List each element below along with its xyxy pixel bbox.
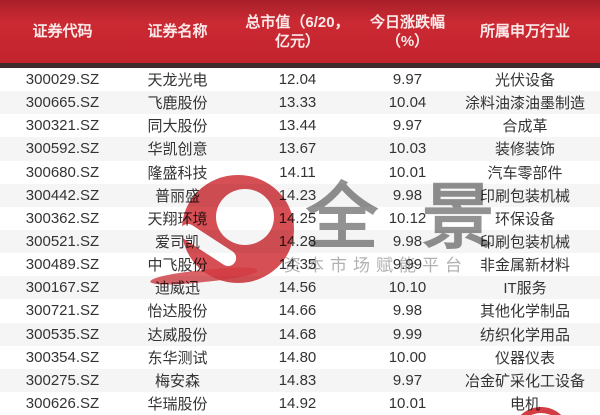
table-row: 300489.SZ 中飞股份 14.35 9.99 非金属新材料 bbox=[0, 253, 600, 277]
cell-name: 飞鹿股份 bbox=[147, 95, 208, 113]
table-row: 300535.SZ 达威股份 14.68 9.99 纺织化学用品 bbox=[0, 322, 600, 346]
table-row: 300521.SZ 爱司凯 14.28 9.98 印刷包装机械 bbox=[0, 229, 600, 254]
table-row: 300362.SZ 天翔环境 14.25 10.12 环保设备 bbox=[0, 206, 600, 230]
cell-market_cap: 14.35 bbox=[278, 256, 317, 274]
cell-code: 300321.SZ bbox=[25, 117, 100, 135]
header-row: 证券代码 证券名称 总市值（6/20， 亿元） 今日涨跌幅 （%） 所属申万行业 bbox=[0, 0, 600, 63]
cell-change_pct: 9.98 bbox=[392, 186, 423, 204]
cell-change_pct: 9.97 bbox=[392, 117, 423, 135]
cell-code: 300362.SZ bbox=[25, 209, 100, 227]
cell-code: 300521.SZ bbox=[25, 233, 100, 251]
cell-change_pct: 9.98 bbox=[392, 302, 423, 320]
table-row: 300680.SZ 隆盛科技 14.11 10.01 汽车零部件 bbox=[0, 160, 600, 184]
table-row: 300275.SZ 梅安森 14.83 9.97 冶金矿采化工设备 bbox=[0, 368, 600, 392]
cell-code: 300167.SZ bbox=[25, 279, 100, 297]
cell-name: 普丽盛 bbox=[154, 187, 200, 205]
cell-code: 300626.SZ bbox=[25, 395, 100, 413]
cell-change_pct: 9.99 bbox=[392, 256, 423, 274]
cell-name: 天翔环境 bbox=[147, 210, 208, 228]
cell-name: 达威股份 bbox=[147, 326, 208, 344]
table-body: 300029.SZ 天龙光电 12.04 9.97 光伏设备 300665.SZ 飞鹿股份 1… bbox=[0, 68, 600, 415]
cell-code: 300721.SZ bbox=[25, 302, 100, 320]
cell-name: 华凯创意 bbox=[147, 141, 208, 159]
cell-industry: 纺织化学用品 bbox=[479, 326, 570, 344]
cell-market_cap: 14.28 bbox=[278, 233, 317, 251]
header-divider bbox=[0, 63, 600, 68]
table-row: 300354.SZ 东华测试 14.80 10.00 仪器仪表 bbox=[0, 345, 600, 369]
cell-market_cap: 13.67 bbox=[278, 140, 317, 158]
cell-industry: 电机 bbox=[509, 396, 540, 414]
cell-industry: 合成革 bbox=[502, 118, 548, 136]
header-cell-code: 证券代码 bbox=[32, 23, 93, 40]
cell-name: 中飞股份 bbox=[147, 257, 208, 275]
cell-name: 天龙光电 bbox=[147, 72, 208, 90]
cell-industry: 印刷包装机械 bbox=[479, 187, 570, 205]
cell-market_cap: 13.33 bbox=[278, 94, 317, 112]
cell-change_pct: 10.04 bbox=[388, 94, 427, 112]
cell-market_cap: 13.44 bbox=[278, 117, 317, 135]
cell-change_pct: 10.01 bbox=[388, 395, 427, 413]
cell-market_cap: 14.23 bbox=[278, 186, 317, 204]
cell-industry: 汽车零部件 bbox=[487, 164, 563, 182]
table-row: 300167.SZ 迪威迅 14.56 10.10 IT服务 bbox=[0, 276, 600, 300]
cell-industry: 涂料油漆油墨制造 bbox=[464, 95, 585, 113]
table-row: 300626.SZ 华瑞股份 14.92 10.01 电机 bbox=[0, 391, 600, 415]
table-row: 300442.SZ 普丽盛 14.23 9.98 印刷包装机械 bbox=[0, 183, 600, 207]
cell-change_pct: 9.97 bbox=[392, 371, 423, 389]
cell-name: 迪威迅 bbox=[154, 280, 200, 298]
cell-market_cap: 14.66 bbox=[278, 302, 317, 320]
cell-code: 300680.SZ bbox=[25, 163, 100, 181]
cell-market_cap: 12.04 bbox=[278, 71, 317, 89]
cell-market_cap: 14.83 bbox=[278, 371, 317, 389]
cell-name: 华瑞股份 bbox=[147, 396, 208, 414]
cell-code: 300489.SZ bbox=[25, 256, 100, 274]
header-cell-name: 证券名称 bbox=[147, 23, 208, 40]
header-cell-change_pct: 今日涨跌幅 （%） bbox=[369, 13, 445, 50]
cell-code: 300354.SZ bbox=[25, 348, 100, 366]
header-cell-industry: 所属申万行业 bbox=[479, 23, 570, 40]
cell-change_pct: 10.10 bbox=[388, 279, 427, 297]
cell-change_pct: 10.12 bbox=[388, 209, 427, 227]
cell-name: 东华测试 bbox=[147, 349, 208, 367]
cell-market_cap: 14.25 bbox=[278, 209, 317, 227]
cell-change_pct: 9.98 bbox=[392, 233, 423, 251]
cell-market_cap: 14.56 bbox=[278, 279, 317, 297]
header-cell-market_cap: 总市值（6/20， 亿元） bbox=[245, 13, 350, 50]
cell-code: 300665.SZ bbox=[25, 94, 100, 112]
cell-name: 同大股份 bbox=[147, 118, 208, 136]
cell-market_cap: 14.92 bbox=[278, 395, 317, 413]
cell-industry: 印刷包装机械 bbox=[479, 234, 570, 252]
table-row: 300592.SZ 华凯创意 13.67 10.03 装修装饰 bbox=[0, 137, 600, 161]
cell-industry: IT服务 bbox=[503, 280, 547, 298]
cell-change_pct: 10.03 bbox=[388, 140, 427, 158]
table-row: 300721.SZ 怡达股份 14.66 9.98 其他化学制品 bbox=[0, 299, 600, 323]
cell-name: 爱司凯 bbox=[154, 234, 200, 252]
cell-code: 300029.SZ bbox=[25, 71, 100, 89]
table-row: 300321.SZ 同大股份 13.44 9.97 合成革 bbox=[0, 114, 600, 138]
cell-name: 隆盛科技 bbox=[147, 164, 208, 182]
cell-change_pct: 10.01 bbox=[388, 163, 427, 181]
cell-industry: 环保设备 bbox=[494, 210, 555, 228]
cell-code: 300592.SZ bbox=[25, 140, 100, 158]
cell-change_pct: 10.00 bbox=[388, 348, 427, 366]
cell-code: 300535.SZ bbox=[25, 325, 100, 343]
cell-industry: 其他化学制品 bbox=[479, 303, 570, 321]
cell-market_cap: 14.68 bbox=[278, 325, 317, 343]
cell-change_pct: 9.99 bbox=[392, 325, 423, 343]
cell-market_cap: 14.11 bbox=[279, 163, 316, 181]
cell-market_cap: 14.80 bbox=[278, 348, 317, 366]
cell-code: 300275.SZ bbox=[25, 371, 100, 389]
cell-industry: 仪器仪表 bbox=[494, 349, 555, 367]
cell-name: 梅安森 bbox=[154, 372, 200, 390]
table-row: 300665.SZ 飞鹿股份 13.33 10.04 涂料油漆油墨制造 bbox=[0, 91, 600, 115]
cell-name: 怡达股份 bbox=[147, 303, 208, 321]
cell-industry: 冶金矿采化工设备 bbox=[464, 372, 585, 390]
table-row: 300029.SZ 天龙光电 12.04 9.97 光伏设备 bbox=[0, 68, 600, 92]
cell-industry: 光伏设备 bbox=[494, 72, 555, 90]
cell-change_pct: 9.97 bbox=[392, 71, 423, 89]
cell-code: 300442.SZ bbox=[25, 186, 100, 204]
cell-industry: 非金属新材料 bbox=[479, 257, 570, 275]
cell-industry: 装修装饰 bbox=[494, 141, 555, 159]
